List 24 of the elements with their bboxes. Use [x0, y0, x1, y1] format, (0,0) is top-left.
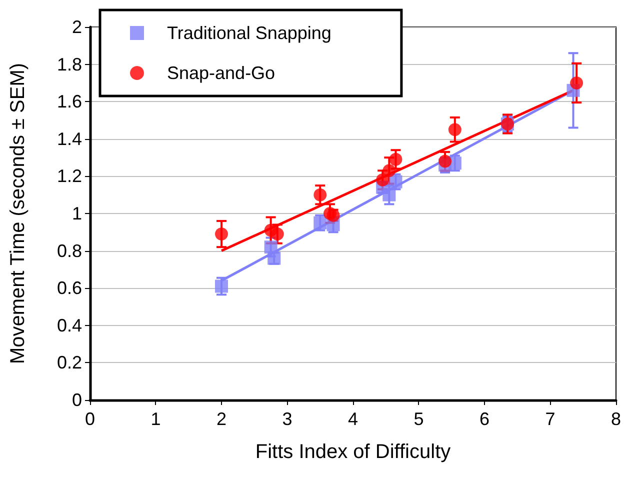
x-tick-label: 0 — [84, 409, 96, 429]
y-axis-title: Movement Time (seconds ± SEM) — [7, 62, 29, 364]
y-tick-label: 0.6 — [56, 278, 82, 298]
x-tick-label: 6 — [479, 409, 490, 429]
y-tick-label: 1.8 — [56, 54, 82, 74]
y-tick-label: 0.4 — [56, 315, 82, 336]
x-tick-label: 3 — [282, 409, 292, 429]
x-axis-title: Fitts Index of Difficulty — [255, 441, 451, 463]
legend-label: Traditional Snapping — [167, 23, 332, 43]
x-tick-label: 1 — [150, 409, 161, 429]
x-tick-label: 7 — [545, 409, 556, 429]
y-tick-label: 1.2 — [56, 166, 82, 186]
y-tick-label: 1.6 — [56, 92, 82, 112]
y-tick-label: 0.8 — [56, 240, 82, 261]
legend-label: Snap-and-Go — [167, 63, 276, 83]
x-tick-label: 2 — [216, 409, 227, 429]
x-tick-label: 5 — [414, 409, 424, 429]
y-tick-label: 0 — [72, 390, 82, 410]
y-tick-label: 0.2 — [56, 352, 82, 373]
x-tick-label: 4 — [348, 409, 358, 429]
y-tick-label: 1.4 — [56, 128, 82, 149]
y-tick-label: 2 — [72, 17, 82, 37]
y-tick-label: 1 — [72, 204, 82, 224]
x-tick-label: 8 — [610, 409, 621, 429]
